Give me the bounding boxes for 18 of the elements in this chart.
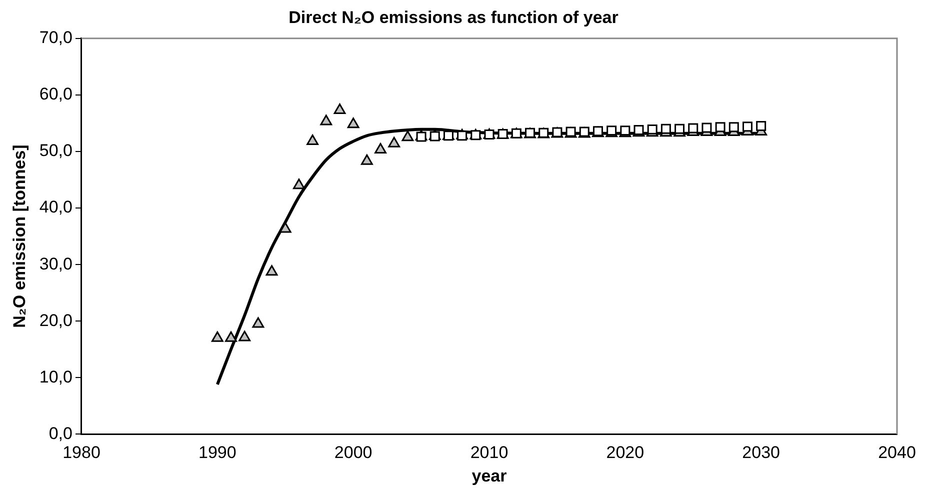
x-tick-label: 2040 [878, 443, 916, 462]
x-tick-label: 2020 [606, 443, 644, 462]
y-tick-label: 30,0 [39, 254, 72, 274]
x-tick-label: 1990 [198, 443, 236, 462]
y-tick-label: 40,0 [39, 198, 72, 217]
chart-title: Direct N₂O emissions as function of year [288, 8, 619, 27]
x-axis-title: year [472, 466, 508, 486]
y-tick-label: 0,0 [48, 424, 72, 443]
x-tick-label: 2000 [334, 443, 372, 462]
y-tick-label: 50,0 [39, 141, 72, 160]
x-tick-label: 2010 [470, 443, 508, 462]
y-axis-title: N₂O emission [tonnes] [10, 144, 29, 328]
y-tick-label: 60,0 [39, 84, 72, 104]
y-tick-label: 10,0 [39, 367, 72, 386]
x-tick-label: 2030 [742, 443, 780, 462]
y-tick-label: 20,0 [39, 310, 72, 330]
x-tick-label: 1980 [62, 443, 100, 462]
y-tick-label: 70,0 [39, 28, 72, 48]
